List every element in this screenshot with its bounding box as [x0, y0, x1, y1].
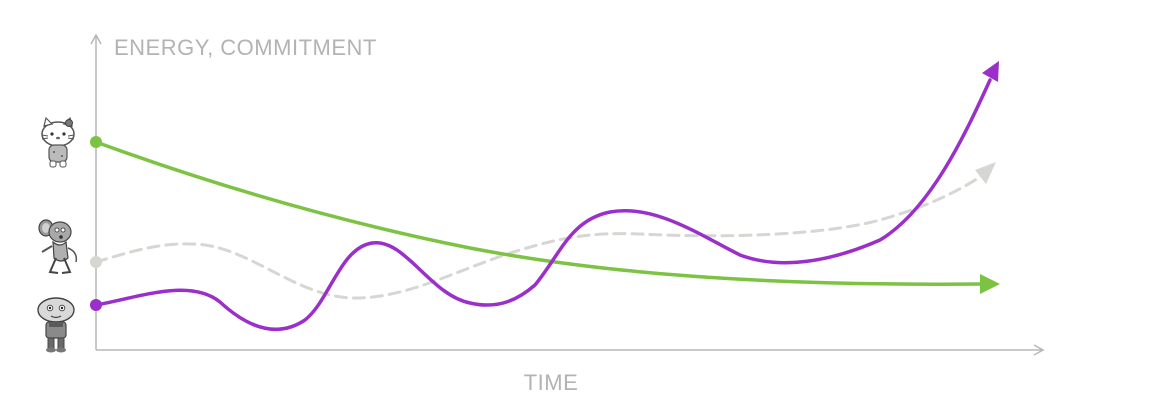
series-start-dot-purple [90, 299, 102, 311]
series-arrowhead-gray-icon [975, 162, 996, 184]
series-arrowhead-purple-icon [982, 61, 999, 82]
stewie-griffin-icon [37, 297, 75, 353]
y-axis-arrow-icon [90, 33, 102, 45]
series-start-dot-green [90, 136, 102, 148]
y-axis-label: ENERGY, COMMITMENT [114, 35, 377, 60]
jerry-mouse-icon [38, 219, 78, 274]
series-line-purple [94, 78, 992, 331]
series-start-dot-gray [90, 256, 102, 268]
x-axis-label: TIME [524, 370, 579, 395]
x-axis-arrow-icon [1033, 344, 1045, 356]
series-arrowhead-green-icon [980, 274, 1000, 294]
series-line-gray [94, 173, 985, 300]
series-line-green [94, 140, 984, 286]
hello-kitty-icon [41, 116, 75, 168]
